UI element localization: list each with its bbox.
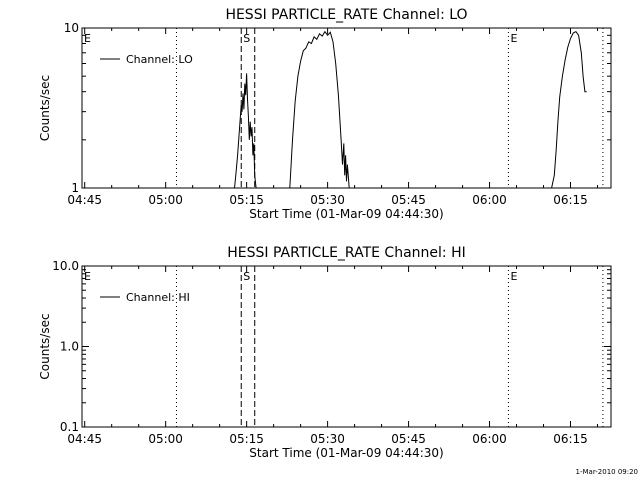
marker-label: E (510, 32, 517, 45)
x-tick-label: 06:00 (472, 432, 507, 446)
y-tick-label: 1 (71, 181, 79, 195)
x-tick-label: 05:00 (148, 193, 183, 207)
series-line (289, 30, 350, 189)
chart-title: HESSI PARTICLE_RATE Channel: LO (225, 7, 467, 23)
y-tick-label: 0.1 (60, 420, 79, 434)
marker-label: S (243, 270, 250, 283)
x-tick-label: 04:45 (67, 193, 102, 207)
x-tick-label: 04:45 (67, 432, 102, 446)
x-tick-label: 05:30 (310, 432, 345, 446)
y-tick-label: 1.0 (60, 340, 79, 354)
x-tick-label: 06:15 (553, 432, 588, 446)
x-tick-label: 05:15 (229, 193, 264, 207)
x-tick-label: 05:30 (310, 193, 345, 207)
x-axis-label: Start Time (01-Mar-09 04:44:30) (249, 446, 443, 460)
x-tick-label: 05:45 (391, 193, 426, 207)
series-line (551, 30, 587, 189)
plot-frame (81, 27, 612, 189)
marker-label: E (510, 270, 517, 283)
chart-hi: HESSI PARTICLE_RATE Channel: HI 04:45 05:0… (38, 245, 612, 460)
y-axis-label: Counts/sec (38, 75, 52, 141)
y-tick-label: 10 (64, 21, 79, 35)
x-axis-label: Start Time (01-Mar-09 04:44:30) (249, 207, 443, 221)
plots-group: HESSI PARTICLE_RATE Channel: LO 04:45 05:0… (38, 7, 612, 460)
x-tick-label: 06:15 (553, 193, 588, 207)
x-tick-label: 06:00 (472, 193, 507, 207)
y-tick-label: 10.0 (52, 259, 79, 273)
y-axis-label: Counts/sec (38, 313, 52, 379)
footer-timestamp: 1-Mar-2010 09:20 (576, 468, 638, 476)
x-tick-label: 05:15 (229, 432, 264, 446)
marker-label: S (243, 32, 250, 45)
edge-marker-label: E (84, 270, 91, 283)
x-tick-label: 05:45 (391, 432, 426, 446)
legend-label: Channel: HI (126, 291, 190, 304)
edge-marker-label: E (84, 32, 91, 45)
legend-label: Channel: LO (126, 53, 193, 66)
series-line (234, 73, 257, 189)
x-tick-label: 05:00 (148, 432, 183, 446)
chart-lo: HESSI PARTICLE_RATE Channel: LO 04:45 05:0… (38, 7, 612, 221)
chart-title: HESSI PARTICLE_RATE Channel: HI (227, 245, 465, 261)
